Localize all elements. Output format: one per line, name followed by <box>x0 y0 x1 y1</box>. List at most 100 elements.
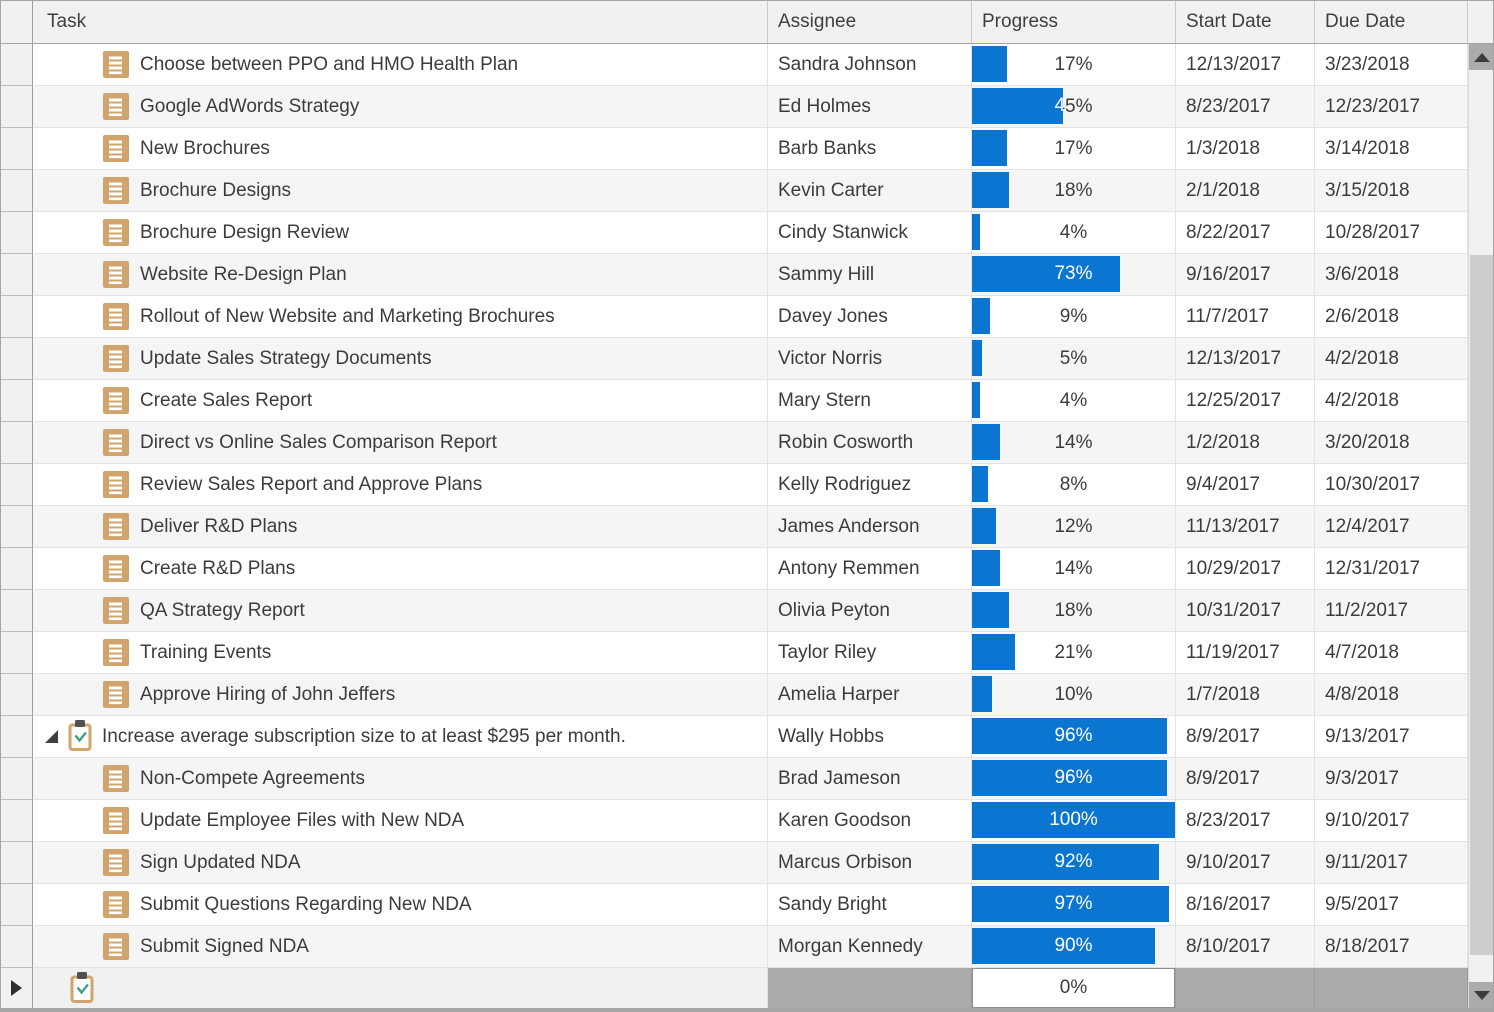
task-cell[interactable]: Website Re-Design Plan <box>33 254 768 296</box>
start-date-cell[interactable]: 8/23/2017 <box>1176 86 1315 128</box>
due-date-cell[interactable]: 10/30/2017 <box>1315 464 1468 506</box>
progress-cell[interactable]: 96% 96% <box>972 758 1176 800</box>
due-date-cell[interactable]: 10/28/2017 <box>1315 212 1468 254</box>
progress-cell[interactable]: 4% 4% <box>972 212 1176 254</box>
row-indicator[interactable] <box>0 128 33 170</box>
start-date-cell[interactable]: 1/2/2018 <box>1176 422 1315 464</box>
table-row[interactable]: Submit Questions Regarding New NDA Sandy… <box>0 884 1468 926</box>
assignee-cell[interactable]: Karen Goodson <box>768 800 972 842</box>
progress-cell[interactable]: 17% 17% <box>972 44 1176 86</box>
task-cell[interactable]: Choose between PPO and HMO Health Plan <box>33 44 768 86</box>
table-row[interactable]: Review Sales Report and Approve Plans Ke… <box>0 464 1468 506</box>
progress-cell[interactable]: 21% 21% <box>972 632 1176 674</box>
table-row[interactable]: Update Employee Files with New NDA Karen… <box>0 800 1468 842</box>
assignee-cell[interactable]: Brad Jameson <box>768 758 972 800</box>
assignee-cell[interactable]: Cindy Stanwick <box>768 212 972 254</box>
table-row[interactable]: QA Strategy Report Olivia Peyton 18% 18%… <box>0 590 1468 632</box>
assignee-cell[interactable]: Sandy Bright <box>768 884 972 926</box>
assignee-cell[interactable]: Sandra Johnson <box>768 44 972 86</box>
due-date-cell[interactable]: 9/13/2017 <box>1315 716 1468 758</box>
task-cell[interactable]: Non-Compete Agreements <box>33 758 768 800</box>
task-cell[interactable]: Create Sales Report <box>33 380 768 422</box>
assignee-cell[interactable]: Ed Holmes <box>768 86 972 128</box>
start-date-cell[interactable]: 12/13/2017 <box>1176 338 1315 380</box>
due-date-cell[interactable]: 3/6/2018 <box>1315 254 1468 296</box>
table-row[interactable]: Approve Hiring of John Jeffers Amelia Ha… <box>0 674 1468 716</box>
table-row[interactable]: Brochure Design Review Cindy Stanwick 4%… <box>0 212 1468 254</box>
row-indicator[interactable] <box>0 464 33 506</box>
scrollbar-track[interactable] <box>1469 70 1494 982</box>
table-row[interactable]: Sign Updated NDA Marcus Orbison 92% 92% … <box>0 842 1468 884</box>
progress-cell[interactable]: 12% 12% <box>972 506 1176 548</box>
progress-cell[interactable]: 5% 5% <box>972 338 1176 380</box>
due-date-cell[interactable]: 12/23/2017 <box>1315 86 1468 128</box>
table-row[interactable]: New Brochures Barb Banks 17% 17% 1/3/201… <box>0 128 1468 170</box>
task-cell[interactable]: Brochure Design Review <box>33 212 768 254</box>
start-date-cell[interactable]: 10/29/2017 <box>1176 548 1315 590</box>
due-date-cell[interactable]: 9/3/2017 <box>1315 758 1468 800</box>
task-cell[interactable]: Brochure Designs <box>33 170 768 212</box>
row-indicator[interactable] <box>0 380 33 422</box>
task-cell[interactable]: Rollout of New Website and Marketing Bro… <box>33 296 768 338</box>
table-row[interactable]: Increase average subscription size to at… <box>0 716 1468 758</box>
due-date-cell[interactable]: 12/31/2017 <box>1315 548 1468 590</box>
task-cell[interactable]: Sign Updated NDA <box>33 842 768 884</box>
progress-cell[interactable]: 14% 14% <box>972 422 1176 464</box>
expander-icon[interactable] <box>45 730 58 743</box>
table-row[interactable]: Update Sales Strategy Documents Victor N… <box>0 338 1468 380</box>
row-indicator[interactable] <box>0 674 33 716</box>
start-date-cell[interactable]: 9/16/2017 <box>1176 254 1315 296</box>
row-indicator[interactable] <box>0 590 33 632</box>
task-cell[interactable]: Direct vs Online Sales Comparison Report <box>33 422 768 464</box>
column-header-start-date[interactable]: Start Date <box>1176 0 1315 43</box>
table-row[interactable]: Direct vs Online Sales Comparison Report… <box>0 422 1468 464</box>
row-indicator[interactable] <box>0 926 33 968</box>
due-date-cell[interactable]: 11/2/2017 <box>1315 590 1468 632</box>
start-date-cell[interactable]: 8/9/2017 <box>1176 758 1315 800</box>
table-row[interactable]: Create R&D Plans Antony Remmen 14% 14% 1… <box>0 548 1468 590</box>
new-item-task-cell[interactable] <box>33 968 768 1008</box>
scroll-down-button[interactable] <box>1469 982 1494 1008</box>
task-cell[interactable]: Update Sales Strategy Documents <box>33 338 768 380</box>
due-date-cell[interactable]: 8/18/2017 <box>1315 926 1468 968</box>
row-indicator[interactable] <box>0 800 33 842</box>
column-header-due-date[interactable]: Due Date <box>1315 0 1468 43</box>
due-date-cell[interactable]: 4/2/2018 <box>1315 380 1468 422</box>
assignee-cell[interactable]: Mary Stern <box>768 380 972 422</box>
row-indicator[interactable] <box>0 338 33 380</box>
assignee-cell[interactable]: Olivia Peyton <box>768 590 972 632</box>
progress-cell[interactable]: 18% 18% <box>972 170 1176 212</box>
progress-cell[interactable]: 96% 96% <box>972 716 1176 758</box>
table-row[interactable]: Rollout of New Website and Marketing Bro… <box>0 296 1468 338</box>
assignee-cell[interactable]: Robin Cosworth <box>768 422 972 464</box>
assignee-cell[interactable]: Sammy Hill <box>768 254 972 296</box>
row-indicator[interactable] <box>0 296 33 338</box>
row-indicator[interactable] <box>0 842 33 884</box>
assignee-cell[interactable]: Davey Jones <box>768 296 972 338</box>
scrollbar-thumb[interactable] <box>1470 255 1493 955</box>
new-item-progress-cell[interactable]: 0% <box>972 968 1176 1008</box>
scroll-up-button[interactable] <box>1469 44 1494 70</box>
table-row[interactable]: Non-Compete Agreements Brad Jameson 96% … <box>0 758 1468 800</box>
row-indicator[interactable] <box>0 548 33 590</box>
table-row[interactable]: Deliver R&D Plans James Anderson 12% 12%… <box>0 506 1468 548</box>
table-row[interactable]: Brochure Designs Kevin Carter 18% 18% 2/… <box>0 170 1468 212</box>
assignee-cell[interactable]: Amelia Harper <box>768 674 972 716</box>
table-row[interactable]: Choose between PPO and HMO Health Plan S… <box>0 44 1468 86</box>
due-date-cell[interactable]: 2/6/2018 <box>1315 296 1468 338</box>
table-row[interactable]: Website Re-Design Plan Sammy Hill 73% 73… <box>0 254 1468 296</box>
due-date-cell[interactable]: 3/23/2018 <box>1315 44 1468 86</box>
progress-cell[interactable]: 17% 17% <box>972 128 1176 170</box>
progress-cell[interactable]: 14% 14% <box>972 548 1176 590</box>
assignee-cell[interactable]: James Anderson <box>768 506 972 548</box>
progress-cell[interactable]: 100% 100% <box>972 800 1176 842</box>
table-row[interactable]: Submit Signed NDA Morgan Kennedy 90% 90%… <box>0 926 1468 968</box>
row-indicator[interactable] <box>0 884 33 926</box>
start-date-cell[interactable]: 12/13/2017 <box>1176 44 1315 86</box>
start-date-cell[interactable]: 8/23/2017 <box>1176 800 1315 842</box>
start-date-cell[interactable]: 8/9/2017 <box>1176 716 1315 758</box>
progress-cell[interactable]: 4% 4% <box>972 380 1176 422</box>
assignee-cell[interactable]: Taylor Riley <box>768 632 972 674</box>
due-date-cell[interactable]: 9/10/2017 <box>1315 800 1468 842</box>
progress-cell[interactable]: 8% 8% <box>972 464 1176 506</box>
